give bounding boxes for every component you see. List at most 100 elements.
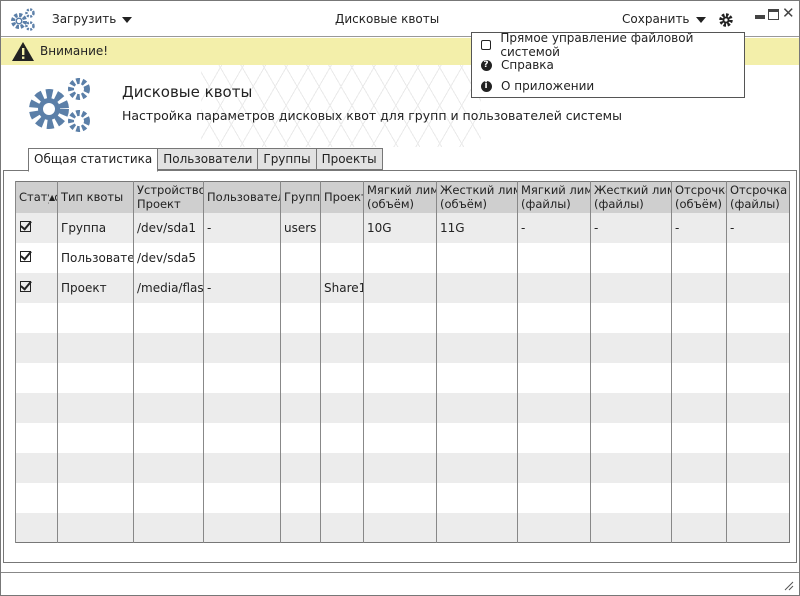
- table-row[interactable]: [15, 512, 790, 543]
- table-cell: [671, 452, 727, 483]
- column-header-label: Устройство: [137, 183, 204, 198]
- table-cell: [363, 332, 437, 363]
- table-cell: [280, 452, 321, 483]
- resize-grip-icon[interactable]: [784, 581, 794, 591]
- table-cell: [320, 482, 364, 513]
- table-cell: [133, 512, 204, 543]
- column-header[interactable]: Мягкий лимит(файлы): [517, 181, 591, 213]
- table-cell: [436, 422, 518, 453]
- column-header-label: Тип квоты: [61, 190, 124, 205]
- column-header-label: Проект: [324, 190, 364, 205]
- table-cell: [590, 452, 672, 483]
- table-row[interactable]: Пользователь/dev/sda5: [15, 242, 790, 273]
- menu-item-direct-fs[interactable]: Прямое управление файловой системой: [480, 31, 744, 59]
- table-cell: [363, 392, 437, 423]
- menu-item-label: Справка: [501, 58, 554, 72]
- table-cell: [590, 332, 672, 363]
- column-header[interactable]: Группа: [280, 181, 321, 213]
- table-cell: [517, 482, 591, 513]
- tab-bar: Общая статистика Пользователи Группы Проект…: [28, 148, 383, 172]
- table-row[interactable]: Проект/media/flash- Share1: [15, 272, 790, 303]
- chevron-down-icon: [695, 16, 706, 23]
- table-cell: [363, 482, 437, 513]
- table-cell: /dev/sda5: [133, 242, 204, 273]
- quota-table: Статус Тип квоты ▲ Устройство Проект Пользова…: [15, 181, 790, 543]
- menu-item-label: О приложении: [501, 79, 595, 93]
- table-cell: 10G: [363, 212, 437, 243]
- menu-item-label: Прямое управление файловой системой: [500, 31, 694, 59]
- table-cell: 11G: [436, 212, 518, 243]
- table-cell: [726, 272, 790, 303]
- save-menu-button[interactable]: Сохранить: [622, 12, 706, 26]
- column-header[interactable]: Устройство Проект: [133, 181, 204, 213]
- table-cell: [203, 452, 281, 483]
- tab-1[interactable]: Пользователи: [157, 148, 259, 170]
- maximize-button[interactable]: [768, 9, 779, 20]
- gear-icon[interactable]: [719, 13, 733, 27]
- page-title: Дисковые квоты: [122, 83, 253, 101]
- column-header-label: Мягкий лимит: [367, 183, 437, 198]
- table-cell: [203, 362, 281, 393]
- table-cell: [203, 242, 281, 273]
- tab-0[interactable]: Общая статистика: [28, 148, 159, 172]
- table-cell: [726, 452, 790, 483]
- table-cell: [517, 512, 591, 543]
- table-row[interactable]: [15, 302, 790, 333]
- menu-item-about[interactable]: i О приложении: [480, 76, 594, 96]
- table-cell: [320, 362, 364, 393]
- table-cell: [15, 332, 58, 363]
- table-row[interactable]: [15, 332, 790, 363]
- table-cell: [671, 332, 727, 363]
- table-row[interactable]: [15, 482, 790, 513]
- table-cell: [671, 512, 727, 543]
- table-cell: [203, 422, 281, 453]
- tab-3[interactable]: Проекты: [315, 148, 383, 170]
- column-header[interactable]: Мягкий лимит(объём): [363, 181, 437, 213]
- table-cell: [57, 422, 134, 453]
- checkbox-checked-icon[interactable]: [20, 220, 31, 232]
- column-header[interactable]: Тип квоты ▲: [49, 181, 134, 213]
- minimize-button[interactable]: [755, 15, 765, 19]
- column-header[interactable]: Жесткий лимит(файлы): [590, 181, 672, 213]
- warning-text: Внимание!: [40, 44, 109, 58]
- column-header[interactable]: Пользователь: [203, 181, 281, 213]
- window-title: Дисковые квоты: [335, 12, 440, 26]
- tab-2[interactable]: Группы: [257, 148, 317, 170]
- column-header[interactable]: Проект: [320, 181, 364, 213]
- table-row[interactable]: [15, 422, 790, 453]
- table-cell: [320, 512, 364, 543]
- table-cell: [57, 362, 134, 393]
- column-header[interactable]: Жесткий лимит(объём): [436, 181, 518, 213]
- table-cell: [671, 242, 727, 273]
- column-header-sublabel: (объём): [675, 197, 722, 212]
- table-cell: [280, 332, 321, 363]
- table-cell: [15, 362, 58, 393]
- table-row[interactable]: [15, 392, 790, 423]
- checkbox-checked-icon[interactable]: [20, 250, 31, 262]
- checkbox-checked-icon[interactable]: [20, 280, 31, 292]
- table-row[interactable]: Группа/dev/sda1- users 10G 11G - - - -: [15, 212, 790, 243]
- table-cell: [320, 392, 364, 423]
- table-cell: [517, 332, 591, 363]
- table-cell: [57, 392, 134, 423]
- menu-item-help[interactable]: ? Справка: [480, 55, 554, 75]
- table-cell: [517, 242, 591, 273]
- close-button[interactable]: ✕: [782, 4, 795, 22]
- table-cell: /media/flash: [133, 272, 204, 303]
- table-cell: [280, 362, 321, 393]
- table-cell: [436, 242, 518, 273]
- checkbox-icon[interactable]: [480, 40, 491, 50]
- load-menu-button[interactable]: Загрузить: [52, 12, 133, 26]
- table-row[interactable]: [15, 452, 790, 483]
- column-header-sublabel: (файлы): [521, 197, 571, 212]
- table-cell: [363, 242, 437, 273]
- column-header[interactable]: Отсрочка (объём): [671, 181, 727, 213]
- table-cell: [590, 392, 672, 423]
- column-header[interactable]: Отсрочка (файлы): [726, 181, 790, 213]
- table-row[interactable]: [15, 362, 790, 393]
- table-cell: [320, 212, 364, 243]
- help-icon: ?: [480, 59, 492, 71]
- table-cell: [203, 392, 281, 423]
- table-cell: [671, 272, 727, 303]
- table-cell: [726, 302, 790, 333]
